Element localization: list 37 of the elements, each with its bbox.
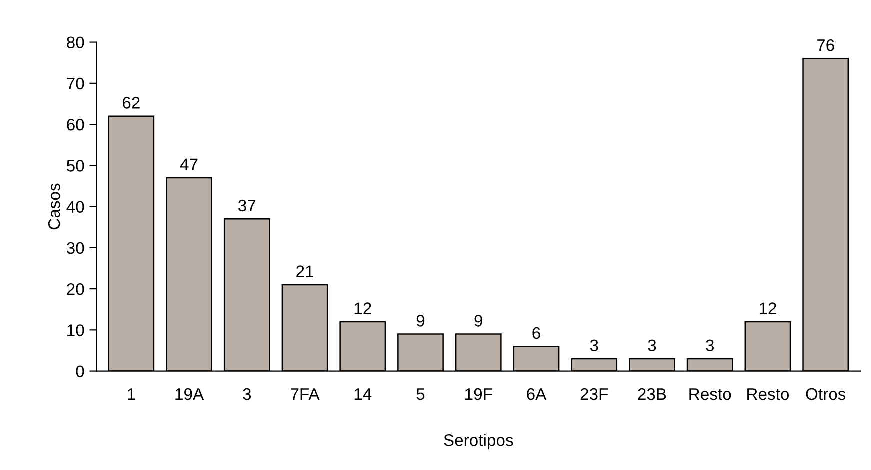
data-label: 3: [706, 340, 714, 352]
x-tick-label: 3: [243, 388, 252, 400]
data-label: 12: [760, 302, 776, 314]
y-tick-label: 60: [67, 118, 84, 131]
x-tick-label: Otros: [806, 388, 846, 400]
x-tick-label: 1: [128, 388, 136, 400]
x-axis-title: Serotipos: [444, 434, 514, 450]
data-label: 62: [122, 97, 140, 109]
x-tick-label: 14: [354, 388, 372, 400]
y-tick-label: 80: [67, 36, 84, 49]
y-tick-label: 20: [67, 283, 84, 296]
y-tick-label: 40: [66, 201, 84, 214]
y-tick-label: 50: [67, 160, 84, 172]
x-tick-label: Resto: [690, 388, 732, 400]
data-label: 21: [296, 266, 314, 278]
data-label: 76: [817, 39, 834, 52]
y-tick-label: 30: [66, 242, 84, 254]
data-label: 9: [416, 315, 425, 327]
data-label: 6: [532, 327, 540, 340]
data-label: 37: [238, 200, 256, 212]
data-label: 12: [354, 302, 372, 314]
x-tick-label: 19A: [176, 388, 204, 400]
data-label: 47: [180, 158, 198, 170]
x-tick-label: 5: [416, 388, 425, 400]
y-tick-label: 70: [67, 78, 84, 90]
x-tick-label: 23B: [638, 388, 666, 400]
data-label: 9: [474, 315, 482, 327]
data-label: 3: [648, 340, 656, 352]
y-axis-title: Casos: [48, 184, 60, 230]
x-tick-label: 19F: [466, 388, 492, 400]
y-tick-label: 0: [76, 366, 84, 378]
x-tick-label: Resto: [748, 388, 790, 400]
data-label: 3: [590, 340, 598, 352]
x-tick-label: 6A: [527, 388, 547, 400]
x-tick-label: 7FA: [291, 388, 320, 400]
x-tick-label: 23F: [580, 388, 608, 400]
y-tick-label: 10: [68, 324, 84, 336]
